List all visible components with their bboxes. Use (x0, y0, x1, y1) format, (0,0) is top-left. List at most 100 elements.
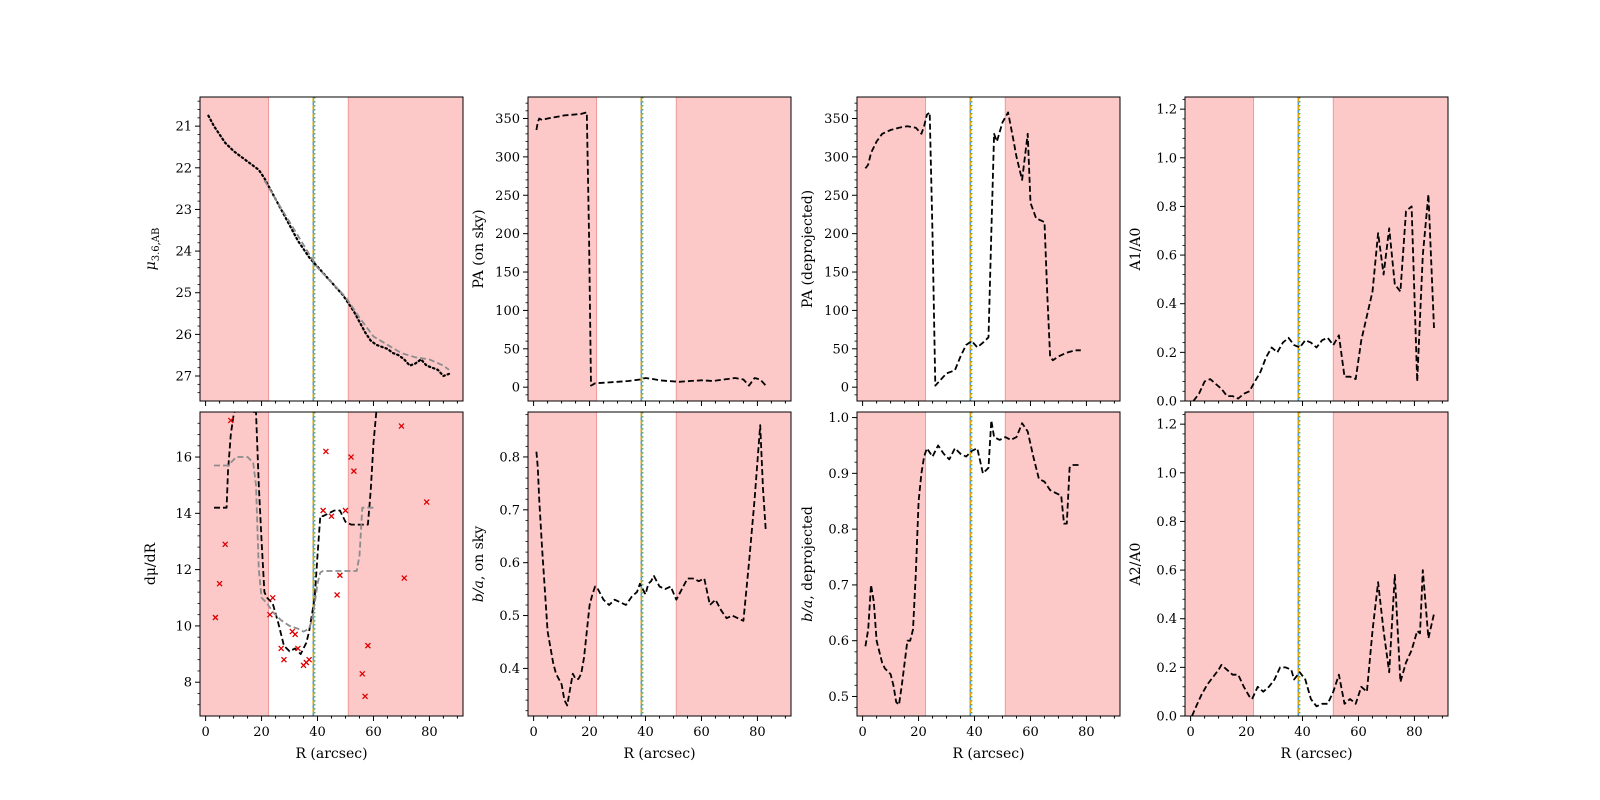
scatter-point (278, 645, 285, 652)
y-tick-label: 200 (495, 227, 520, 242)
y-axis-label: PA (on sky) (471, 209, 487, 288)
y-tick-label: 1.0 (1156, 466, 1177, 481)
series-pa (535, 111, 767, 387)
y-tick-label: 50 (832, 342, 849, 357)
y-axis-label: b/a, on sky (471, 526, 487, 602)
x-tick-label: 40 (1294, 725, 1311, 740)
series-a1 (1192, 193, 1435, 401)
y-tick-label: 0.4 (1156, 297, 1177, 312)
y-tick-label: 16 (175, 451, 192, 466)
y-tick-label: 1.0 (828, 411, 849, 426)
scatter-point (269, 594, 276, 601)
y-tick-label: 0.8 (499, 450, 520, 465)
series-model (214, 456, 374, 633)
y-tick-label: 200 (824, 227, 849, 242)
scatter-point (398, 423, 405, 430)
scatter-point (222, 541, 229, 548)
scatter-point (401, 575, 408, 582)
shaded-region-1 (348, 412, 463, 716)
y-tick-label: 0 (512, 381, 520, 396)
shaded-region-1 (348, 97, 463, 401)
y-tick-label: 0.2 (1156, 661, 1177, 676)
y-tick-label: 350 (824, 112, 849, 127)
scatter-point (322, 448, 329, 455)
y-tick-label: 22 (175, 161, 192, 176)
y-tick-label: 12 (175, 563, 192, 578)
y-tick-label: 0 (841, 381, 849, 396)
scatter-point (280, 656, 287, 663)
y-tick-label: 0.6 (1156, 564, 1177, 579)
shaded-region-0 (528, 97, 597, 401)
scatter-point (227, 417, 234, 424)
scatter-point (216, 580, 223, 587)
y-tick-label: 0.6 (499, 556, 520, 571)
shaded-region-1 (1333, 97, 1448, 401)
x-tick-label: 0 (1186, 725, 1194, 740)
shaded-region-0 (1185, 412, 1254, 716)
x-tick-label: 80 (1406, 725, 1423, 740)
shaded-region-0 (1185, 97, 1254, 401)
y-tick-label: 100 (824, 304, 849, 319)
y-tick-label: 50 (503, 342, 520, 357)
shaded-region-1 (676, 412, 791, 716)
y-tick-label: 0.5 (828, 690, 849, 705)
scatter-point (320, 507, 327, 514)
x-tick-label: 60 (365, 725, 382, 740)
y-tick-label: 0.8 (1156, 515, 1177, 530)
y-tick-label: 100 (495, 304, 520, 319)
y-axis-label: b/a, deprojected (800, 506, 816, 622)
y-tick-label: 8 (184, 676, 192, 691)
x-axis-label: R (arcsec) (952, 746, 1024, 762)
scatter-point (362, 693, 369, 700)
x-tick-label: 80 (1078, 725, 1095, 740)
x-tick-label: 20 (1238, 725, 1255, 740)
y-tick-label: 21 (175, 120, 192, 135)
y-tick-label: 150 (824, 266, 849, 281)
y-tick-label: 0.8 (828, 523, 849, 538)
scatter-point (212, 614, 219, 621)
y-tick-label: 350 (495, 112, 520, 127)
scatter-point (350, 468, 357, 475)
y-tick-label: 0.0 (1156, 710, 1177, 725)
scatter-point (364, 642, 371, 649)
series-pa-dep (864, 111, 1081, 387)
shaded-region-1 (1005, 412, 1120, 716)
y-tick-label: 0.5 (499, 609, 520, 624)
y-tick-label: 26 (175, 328, 192, 343)
y-tick-label: 25 (175, 286, 192, 301)
x-tick-label: 0 (201, 725, 209, 740)
panel-pa_dep: 0 50 100 150 200 250 300 350 PA (deprojected) (800, 96, 1121, 406)
y-tick-label: 0.6 (828, 634, 849, 649)
x-tick-label: 80 (421, 725, 438, 740)
y-tick-label: 300 (824, 150, 849, 165)
scatter-point (334, 592, 341, 598)
series-model (263, 179, 450, 371)
scatter-point (266, 611, 273, 618)
scatter-point (359, 670, 366, 677)
x-tick-label: 40 (966, 725, 983, 740)
scatter-point (342, 507, 349, 514)
panel-a1: 0.0 0.2 0.4 0.6 0.8 1.0 1.2 A1/A0 (1128, 96, 1449, 410)
series-a2 (1191, 569, 1435, 716)
scatter-point (423, 499, 430, 506)
y-axis-label: PA (deprojected) (800, 190, 816, 308)
y-tick-label: 1.2 (1156, 103, 1177, 118)
x-tick-label: 20 (581, 725, 598, 740)
y-tick-label: 1.2 (1156, 418, 1177, 433)
x-tick-label: 80 (749, 725, 766, 740)
y-tick-label: 150 (495, 266, 520, 281)
panel-ba_sky: 0 20 40 60 80 0.4 0.5 0.6 0.7 0.8 R (arcsec) b/a, o… (471, 411, 792, 762)
y-tick-label: 300 (495, 150, 520, 165)
panel-ba_dep: 0 20 40 60 80 0.5 0.6 0.7 0.8 0.9 1.0 R (arcsec) b/a… (800, 411, 1121, 762)
y-axis-label: dμ/dR (143, 542, 159, 585)
y-tick-label: 0.6 (1156, 249, 1177, 264)
x-tick-label: 0 (858, 725, 866, 740)
x-tick-label: 60 (1022, 725, 1039, 740)
y-axis-label: A2/A0 (1128, 543, 1144, 587)
y-tick-label: 0.0 (1156, 395, 1177, 410)
scatter-point (348, 454, 355, 460)
x-tick-label: 40 (637, 725, 654, 740)
panel-pa_sky: 0 50 100 150 200 250 300 350 PA (on sky) (471, 96, 792, 406)
y-tick-label: 0.4 (1156, 612, 1177, 627)
